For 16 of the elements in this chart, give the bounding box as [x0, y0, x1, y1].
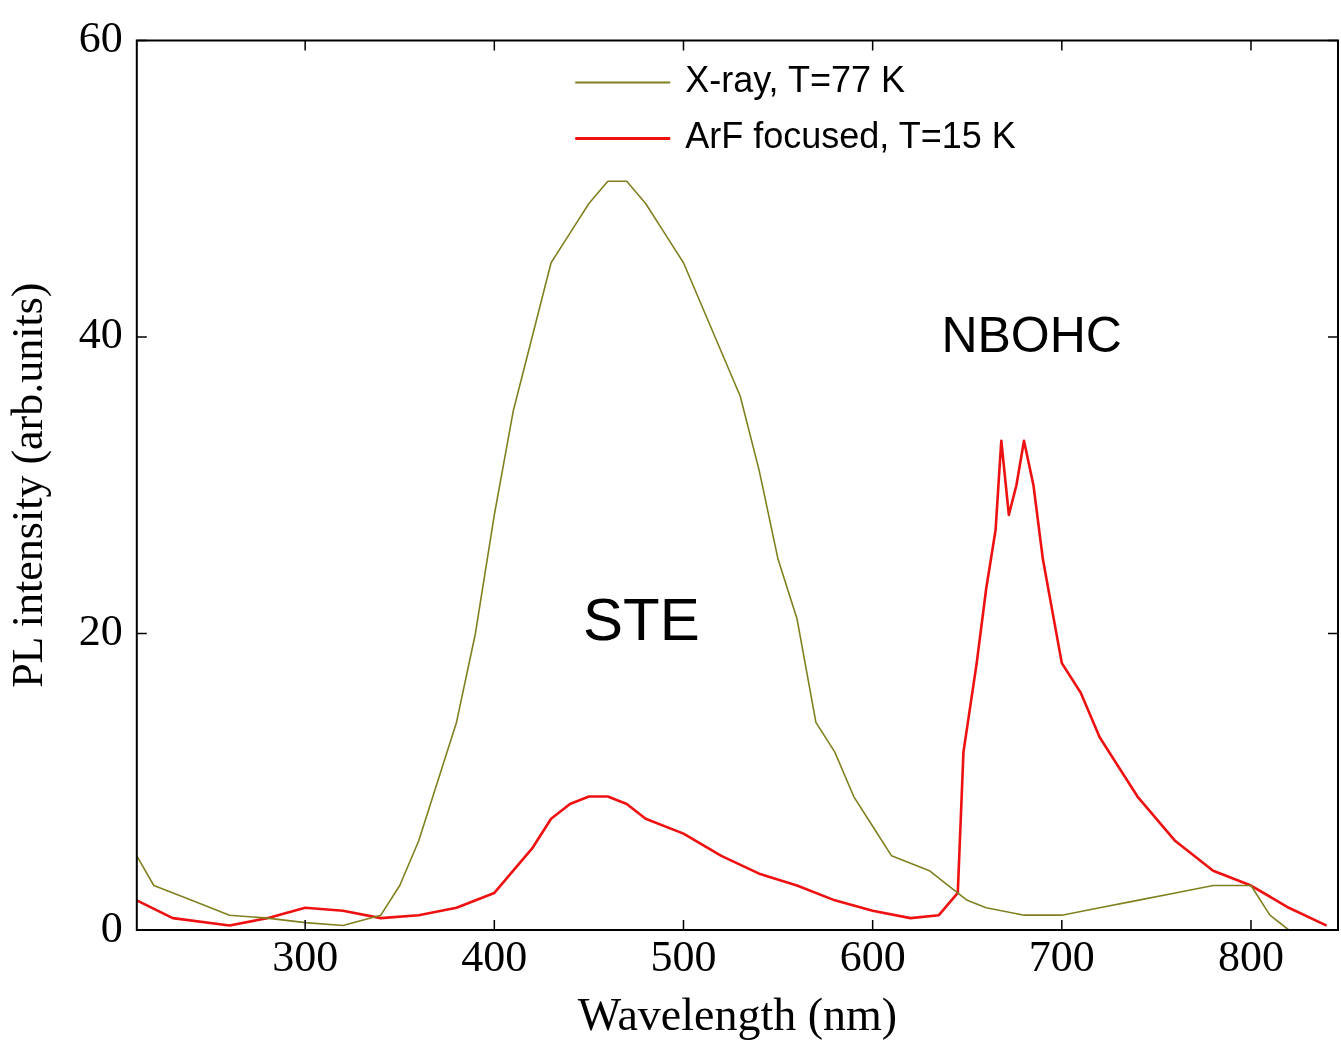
- y-axis-title: PL intensity (arb.units): [2, 282, 52, 688]
- annotation: STE: [582, 585, 700, 653]
- legend-label: ArF focused, T=15 K: [685, 115, 1016, 157]
- y-tick-label: 60: [78, 12, 123, 62]
- y-tick-label: 40: [78, 309, 123, 359]
- x-tick-label: 500: [650, 931, 717, 981]
- y-tick-label: 0: [100, 902, 123, 952]
- y-tick-label: 20: [78, 606, 123, 656]
- legend-label: X-ray, T=77 K: [685, 59, 905, 101]
- annotation: NBOHC: [941, 307, 1122, 364]
- x-tick-label: 400: [461, 931, 528, 981]
- x-tick-label: 700: [1028, 931, 1095, 981]
- x-axis-title: Wavelength (nm): [577, 989, 898, 1041]
- x-tick-label: 800: [1217, 931, 1284, 981]
- x-tick-label: 600: [839, 931, 906, 981]
- x-tick-label: 300: [272, 931, 339, 981]
